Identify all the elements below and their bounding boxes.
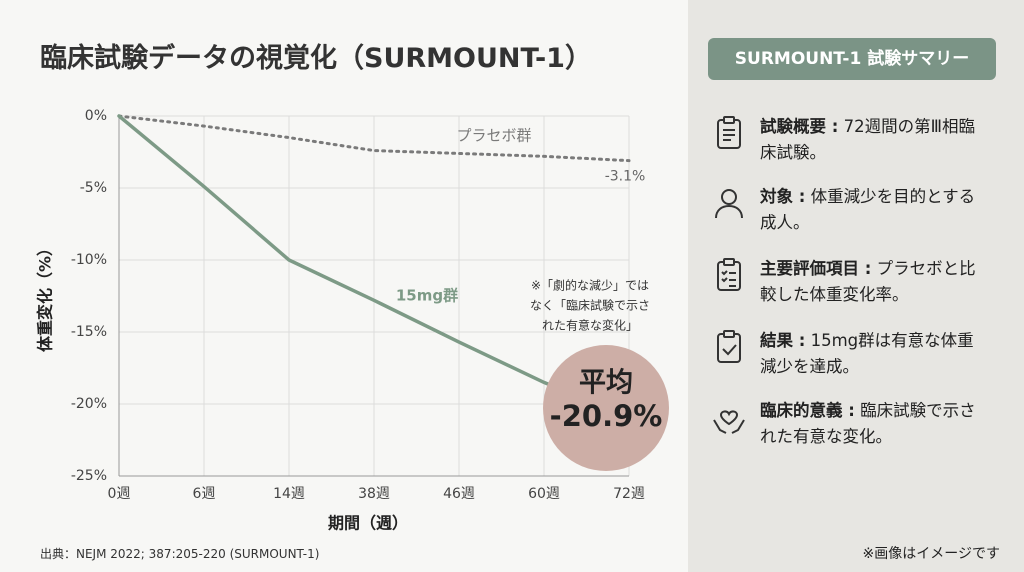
- y-axis-label: 体重変化（%）: [36, 240, 55, 352]
- note-line: なく「臨床試験で示さ: [530, 298, 650, 313]
- summary-item: 臨床的意義 : 臨床試験で示された有意な変化。: [712, 398, 1002, 450]
- item-text: 主要評価項目 : プラセボと比較した体重変化率。: [760, 256, 990, 308]
- summary-item: 試験概要 : 72週間の第Ⅲ相臨床試験。: [712, 114, 1002, 166]
- item-icon: [715, 189, 743, 219]
- y-tick-label: -25%: [71, 468, 107, 484]
- series-line: [117, 114, 631, 419]
- series-line: [117, 114, 631, 163]
- x-axis-label: 期間（週）: [328, 514, 408, 533]
- item-label: 対象 :: [760, 187, 806, 206]
- item-body: プラセボと比較した体重変化率。: [760, 259, 976, 304]
- item-label: 臨床的意義 :: [760, 401, 855, 420]
- series-label: 15mg群: [396, 287, 458, 305]
- x-tick-label: 0週: [108, 486, 131, 502]
- note-line: ※「劇的な減少」では: [531, 278, 649, 293]
- average-badge: [543, 345, 669, 471]
- x-tick-label: 38週: [358, 486, 390, 502]
- item-icon: [717, 116, 741, 149]
- y-tick-label: -10%: [71, 252, 107, 268]
- chart: 体重変化（%） 期間（週） 0% -5% -10% -15% -20% -25%0週 6週 1…: [36, 108, 669, 533]
- summary-title: SURMOUNT-1 試験サマリー: [708, 38, 996, 80]
- item-text: 臨床的意義 : 臨床試験で示された有意な変化。: [760, 398, 990, 450]
- value-label: -3.1%: [605, 169, 646, 185]
- x-tick-label: 46週: [443, 486, 475, 502]
- average-title: 平均: [579, 368, 633, 399]
- value-label: -20.9%: [550, 399, 663, 433]
- series-label: プラセボ群: [456, 127, 531, 145]
- item-body: 体重減少を目的とする成人。: [760, 187, 976, 232]
- item-text: 対象 : 体重減少を目的とする成人。: [760, 184, 990, 236]
- item-body: 15mg群は有意な体重減少を達成。: [760, 331, 974, 376]
- item-icon: [717, 258, 741, 291]
- item-icon: [713, 410, 745, 434]
- item-label: 結果 :: [760, 331, 806, 350]
- y-tick-label: -5%: [80, 180, 107, 196]
- item-icon: [717, 330, 741, 363]
- x-tick-label: 14週: [273, 486, 305, 502]
- x-tick-label: 6週: [193, 486, 216, 502]
- source: 出典：NEJM 2022; 387:205-220 (SURMOUNT-1): [40, 547, 320, 561]
- item-body: 72週間の第Ⅲ相臨床試験。: [760, 117, 975, 162]
- x-tick-label: 60週: [528, 486, 560, 502]
- summary-panel: SURMOUNT-1 試験サマリー 試験概要 : 72週間の第Ⅲ相臨床試験。 対象…: [688, 0, 1024, 572]
- y-tick-label: -15%: [71, 324, 107, 340]
- item-label: 主要評価項目 :: [760, 259, 872, 278]
- summary-item: 主要評価項目 : プラセボと比較した体重変化率。: [712, 256, 1002, 308]
- item-body: 臨床試験で示された有意な変化。: [760, 401, 976, 446]
- x-tick-label: 72週: [613, 486, 645, 502]
- summary-item: 対象 : 体重減少を目的とする成人。: [712, 184, 1002, 236]
- y-tick-label: 0%: [85, 108, 107, 124]
- note-line: れた有意な変化」: [542, 318, 638, 333]
- item-label: 試験概要 :: [760, 117, 839, 136]
- page-title: 臨床試験データの視覚化（SURMOUNT-1）: [40, 43, 592, 74]
- item-text: 結果 : 15mg群は有意な体重減少を達成。: [760, 328, 990, 380]
- y-tick-label: -20%: [71, 396, 107, 412]
- item-text: 試験概要 : 72週間の第Ⅲ相臨床試験。: [760, 114, 990, 166]
- disclaimer: ※画像はイメージです: [862, 546, 1000, 562]
- summary-item: 結果 : 15mg群は有意な体重減少を達成。: [712, 328, 1002, 380]
